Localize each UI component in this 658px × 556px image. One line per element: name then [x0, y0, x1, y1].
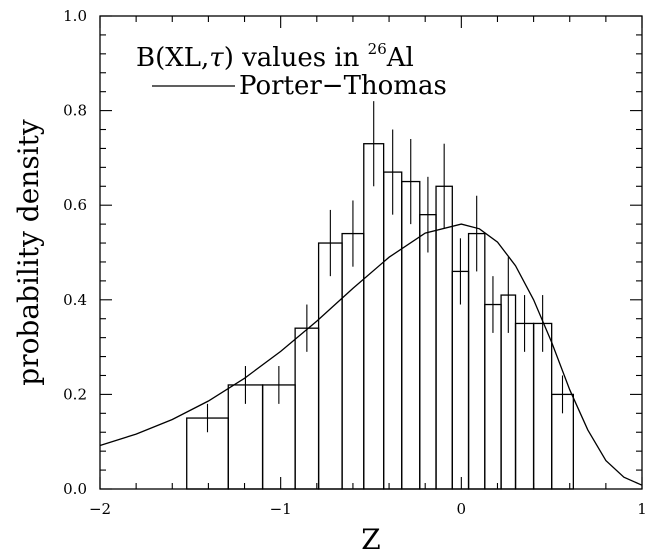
y-tick-label: 1.0 [63, 7, 87, 25]
y-tick-label: 0.6 [63, 196, 87, 214]
y-tick-label: 0.4 [63, 291, 87, 309]
legend-entry-superscript: 26 [368, 40, 387, 58]
histogram-bar-3 [294, 327, 320, 490]
x-tick-label: 1 [637, 500, 647, 518]
x-axis-label: Z [361, 523, 380, 556]
legend-entry-rest: ) values in [224, 43, 368, 73]
histogram-bar-12 [467, 232, 486, 490]
legend-entry-tau: τ [209, 43, 224, 73]
x-tick-label: −2 [89, 500, 111, 518]
error-bars [206, 101, 564, 433]
y-tick-labels: 0.0 0.2 0.4 0.6 0.8 1.0 [63, 7, 87, 498]
legend-curve-label: Porter−Thomas [239, 71, 447, 101]
legend: B(XL,τ) values in 26Al Porter−Thomas [136, 40, 447, 101]
axis-ticks [99, 15, 643, 490]
legend-entry-bxl: B(XL,τ) values in 26Al [136, 40, 414, 73]
histogram-bar-7 [382, 171, 403, 490]
y-tick-label: 0.0 [63, 480, 87, 498]
histogram-bar-6 [363, 143, 385, 490]
x-tick-labels: −2 −1 0 1 [89, 500, 647, 518]
x-tick-label: 0 [457, 500, 467, 518]
porter-thomas-curve [99, 223, 643, 486]
histogram-bar-5 [341, 232, 365, 490]
histogram-bar-9 [419, 214, 437, 490]
y-tick-label: 0.2 [63, 385, 87, 403]
histogram-bar-8 [401, 180, 421, 490]
histogram-bar-10 [435, 185, 453, 490]
y-axis-label: probability density [12, 119, 45, 386]
histogram-bars [186, 143, 574, 490]
legend-entry-main: B(XL, [136, 43, 209, 73]
x-tick-label: −1 [270, 500, 292, 518]
y-tick-label: 0.8 [63, 102, 87, 120]
histogram-bar-4 [317, 242, 343, 490]
legend-entry-element: Al [386, 43, 414, 73]
